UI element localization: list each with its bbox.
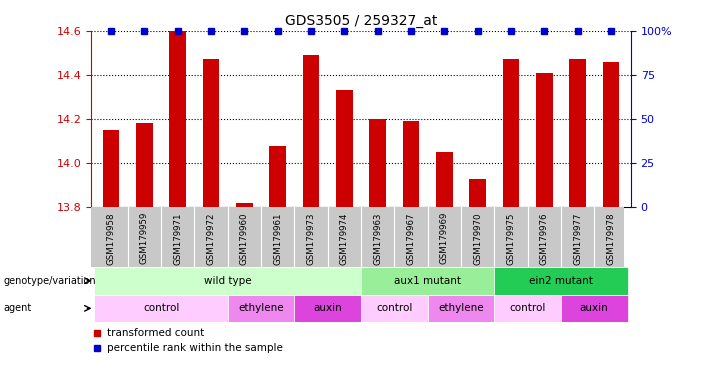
Bar [494,295,561,322]
Text: ein2 mutant: ein2 mutant [529,276,593,286]
Text: auxin: auxin [313,303,342,313]
Bar [561,295,627,322]
Bar [402,121,419,207]
Bar [361,295,428,322]
Bar [95,295,228,322]
Bar [303,55,320,207]
Text: GSM179959: GSM179959 [140,212,149,265]
Text: aux1 mutant: aux1 mutant [394,276,461,286]
Text: ethylene: ethylene [438,303,484,313]
Text: auxin: auxin [580,303,608,313]
Text: transformed count: transformed count [107,328,205,338]
Text: GSM179973: GSM179973 [306,212,315,265]
Text: GSM179970: GSM179970 [473,212,482,265]
Bar [369,119,386,207]
Text: percentile rank within the sample: percentile rank within the sample [107,343,283,353]
Text: control: control [376,303,412,313]
Text: GSM179978: GSM179978 [606,212,615,265]
Bar [494,267,627,295]
Text: control: control [143,303,179,313]
Text: agent: agent [4,303,32,313]
Bar [203,60,219,207]
Text: GSM179977: GSM179977 [573,212,582,265]
Text: GSM179960: GSM179960 [240,212,249,265]
Bar [428,295,494,322]
Bar [569,60,586,207]
Bar [336,90,353,207]
Text: ethylene: ethylene [238,303,284,313]
Text: genotype/variation: genotype/variation [4,276,96,286]
Bar [294,295,361,322]
Bar [269,146,286,207]
Bar [170,31,186,207]
Text: GSM179963: GSM179963 [373,212,382,265]
Bar [103,130,119,207]
Bar [436,152,453,207]
Text: GSM179958: GSM179958 [107,212,116,265]
Bar [503,60,519,207]
Text: GSM179969: GSM179969 [440,212,449,265]
Text: GSM179961: GSM179961 [273,212,283,265]
Text: wild type: wild type [204,276,252,286]
Bar [469,179,486,207]
Text: GSM179967: GSM179967 [407,212,416,265]
Bar [236,203,253,207]
Bar [228,295,294,322]
Text: GSM179976: GSM179976 [540,212,549,265]
Title: GDS3505 / 259327_at: GDS3505 / 259327_at [285,14,437,28]
Bar [536,73,552,207]
Text: GSM179974: GSM179974 [340,212,349,265]
Text: control: control [510,303,546,313]
Text: GSM179971: GSM179971 [173,212,182,265]
Text: GSM179972: GSM179972 [207,212,216,265]
Bar [136,124,153,207]
Bar [361,267,494,295]
Bar [95,267,361,295]
Text: GSM179975: GSM179975 [506,212,515,265]
Bar [603,61,619,207]
